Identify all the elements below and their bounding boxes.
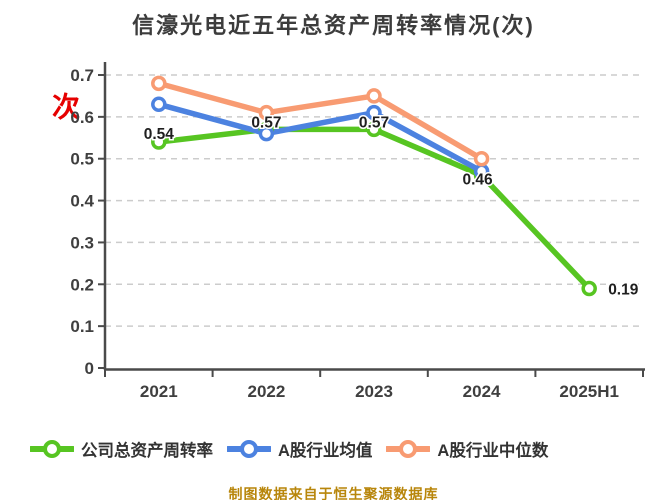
y-tick-label: 0: [85, 359, 94, 378]
x-tick-label: 2024: [463, 382, 501, 401]
legend-item[interactable]: A股行业均值: [227, 437, 372, 461]
data-point-label: 0.46: [463, 171, 494, 188]
y-tick-label: 0.5: [70, 150, 94, 169]
series-line-1: [156, 101, 485, 175]
y-tick-label: 0.6: [70, 108, 94, 127]
data-point[interactable]: [366, 121, 382, 138]
legend: 公司总资产周转率 A股行业均值 A股行业中位数: [0, 430, 667, 468]
y-tick-label: 0.7: [70, 66, 94, 85]
data-point-label: 0.19: [608, 281, 639, 298]
y-tick-label: 0.3: [70, 233, 94, 252]
legend-item-label: A股行业中位数: [437, 442, 549, 460]
x-tick-label: 2025H1: [559, 382, 619, 401]
data-point[interactable]: [473, 150, 490, 167]
legend-marker-icon: [30, 440, 74, 458]
legend-item-label: A股行业均值: [278, 442, 373, 460]
y-tick-label: 0.2: [70, 275, 94, 294]
data-point[interactable]: [151, 75, 167, 92]
data-point[interactable]: [366, 88, 382, 104]
data-point-label: 0.57: [359, 114, 389, 131]
data-source-note: 制图数据来自于恒生聚源数据库: [228, 486, 439, 500]
data-point[interactable]: [258, 125, 275, 142]
y-axis-unit-label: 次: [49, 92, 80, 122]
legend-marker-icon: [227, 440, 271, 458]
legend-item[interactable]: A股行业中位数: [386, 437, 548, 461]
legend-item[interactable]: 公司总资产周转率: [30, 437, 213, 461]
data-point[interactable]: [581, 280, 597, 297]
chart-title: 信濠光电近五年总资产周转率情况(次): [132, 13, 535, 38]
data-point-label: 0.57: [251, 114, 281, 131]
plot-area: 0 0.1 0.2 0.3 0.4 0.5 0.6 0.7 2021 2022 2023 2024 20…: [70, 62, 645, 401]
data-point-label: 0.54: [144, 126, 175, 143]
y-tick-label: 0.4: [70, 192, 94, 211]
legend-item-label: 公司总资产周转率: [81, 442, 213, 460]
data-point[interactable]: [258, 104, 275, 121]
x-tick-label: 2022: [247, 382, 285, 401]
data-point[interactable]: [151, 96, 167, 113]
series-line-0: [156, 126, 592, 292]
x-tick-label: 2023: [355, 382, 393, 401]
data-point[interactable]: [366, 104, 382, 121]
data-point[interactable]: [151, 134, 167, 150]
y-tick-label: 0.1: [70, 317, 94, 336]
series-line-2: [156, 80, 485, 162]
x-tick-label: 2021: [140, 382, 178, 401]
legend-marker-icon: [386, 440, 431, 458]
